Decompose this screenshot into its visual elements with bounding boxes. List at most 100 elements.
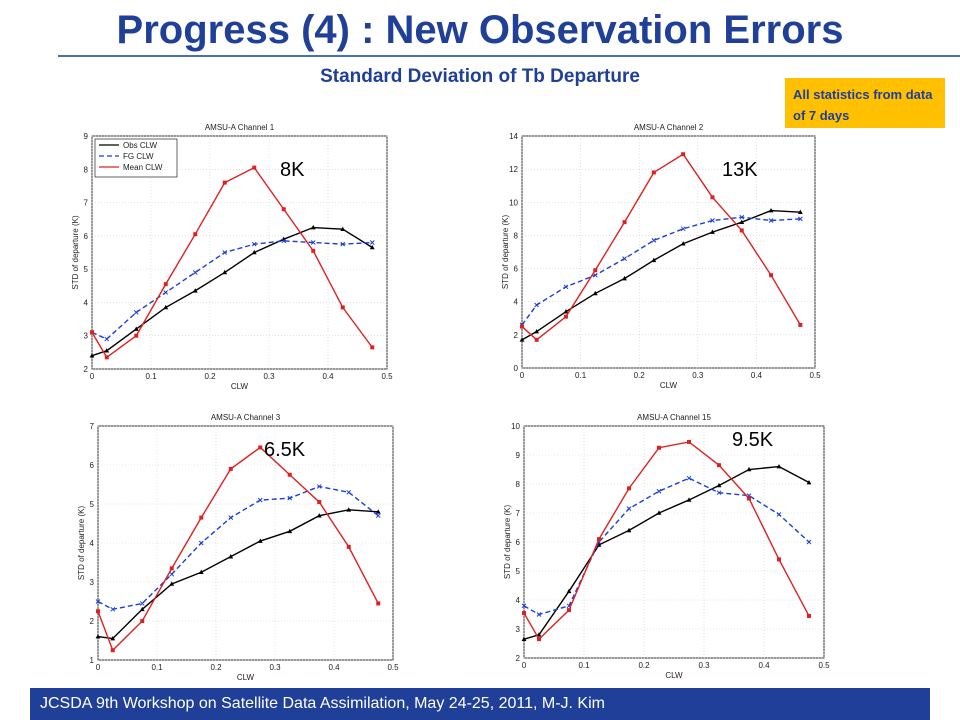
point-obs bbox=[806, 479, 812, 485]
point-fg bbox=[281, 238, 287, 244]
point-fg bbox=[251, 241, 257, 247]
footer-bar: JCSDA 9th Workshop on Satellite Data Ass… bbox=[30, 688, 930, 720]
x-axis-label: CLW bbox=[237, 673, 255, 682]
y-tick-label: 8 bbox=[514, 231, 519, 240]
y-tick-label: 5 bbox=[90, 500, 95, 509]
point-obs bbox=[521, 636, 527, 641]
x-tick-label: 0.5 bbox=[809, 371, 821, 380]
point-mean bbox=[199, 515, 204, 520]
point-obs bbox=[746, 466, 752, 472]
point-fg bbox=[768, 218, 774, 223]
point-mean bbox=[597, 537, 601, 542]
y-tick-label: 6 bbox=[90, 461, 95, 470]
point-fg bbox=[622, 256, 627, 261]
point-fg bbox=[592, 272, 598, 278]
series-line-fg bbox=[521, 216, 801, 326]
point-obs bbox=[104, 348, 110, 353]
point-fg bbox=[222, 250, 228, 255]
point-fg bbox=[375, 513, 381, 519]
y-tick-label: 2 bbox=[84, 365, 89, 374]
point-mean bbox=[739, 228, 744, 233]
point-obs bbox=[222, 269, 228, 275]
y-tick-label: 6 bbox=[516, 538, 521, 547]
y-axis-label: STD of departure (K) bbox=[503, 505, 512, 580]
point-mean bbox=[376, 601, 381, 606]
point-fg bbox=[110, 606, 116, 612]
point-mean bbox=[228, 466, 233, 471]
point-obs bbox=[198, 569, 204, 575]
chart-channel-1: 0 0.1 0.2 0.3 0.4 0.5 2 3 4 5 6 7 8 9 AMSU-A Channel 1… bbox=[71, 123, 393, 390]
point-fg bbox=[534, 302, 540, 308]
y-tick-label: 7 bbox=[84, 199, 89, 208]
point-obs bbox=[346, 507, 352, 512]
legend-label-mean: Mean CLW bbox=[123, 163, 163, 172]
x-tick-label: 0.3 bbox=[698, 661, 710, 670]
y-tick-label: 4 bbox=[514, 298, 519, 307]
y-tick-label: 7 bbox=[516, 509, 521, 518]
point-mean bbox=[340, 305, 345, 310]
y-tick-label: 1 bbox=[90, 656, 95, 665]
point-fg bbox=[163, 290, 169, 295]
point-obs bbox=[776, 464, 782, 469]
point-mean bbox=[96, 609, 100, 614]
y-tick-label: 9 bbox=[84, 132, 89, 141]
point-mean bbox=[622, 220, 627, 225]
point-mean bbox=[317, 500, 322, 505]
point-fg bbox=[716, 490, 722, 496]
point-fg bbox=[686, 475, 692, 481]
annotation-label: 6.5K bbox=[264, 439, 306, 461]
y-tick-label: 5 bbox=[84, 265, 89, 274]
point-obs bbox=[228, 554, 234, 559]
y-tick-label: 6 bbox=[84, 232, 89, 241]
point-obs bbox=[622, 275, 627, 281]
point-fg bbox=[797, 216, 803, 222]
y-tick-label: 8 bbox=[84, 165, 89, 174]
point-obs bbox=[251, 249, 257, 255]
point-obs bbox=[739, 219, 745, 224]
point-obs bbox=[566, 588, 572, 594]
point-fg bbox=[369, 240, 375, 245]
chart-channel-15: 0 0.1 0.2 0.3 0.4 0.5 2 3 4 5 6 7 8 9 10 AMSU-A Channel… bbox=[503, 413, 830, 680]
point-obs bbox=[592, 290, 598, 296]
x-tick-label: 0 bbox=[90, 372, 95, 381]
x-tick-label: 0.4 bbox=[751, 371, 763, 380]
annotation-label: 9.5K bbox=[732, 429, 774, 451]
point-mean bbox=[747, 496, 751, 501]
x-tick-label: 0.5 bbox=[387, 663, 399, 672]
point-mean bbox=[798, 322, 803, 327]
point-fg bbox=[626, 506, 632, 512]
chart-panel-channel-3: 0 0.1 0.2 0.3 0.4 0.5 1 2 3 4 5 6 7 AMSU-A Channel 3 C… bbox=[76, 408, 406, 682]
x-tick-label: 0.4 bbox=[322, 372, 334, 381]
point-obs bbox=[110, 635, 116, 641]
point-obs bbox=[95, 634, 101, 639]
point-obs bbox=[519, 337, 525, 342]
y-tick-label: 3 bbox=[90, 578, 95, 587]
point-obs bbox=[163, 304, 169, 310]
series-line-fg bbox=[523, 477, 810, 616]
point-mean bbox=[651, 170, 656, 175]
x-tick-label: 0.3 bbox=[263, 372, 275, 381]
point-mean bbox=[710, 195, 715, 200]
x-tick-label: 0 bbox=[522, 661, 527, 670]
point-fg bbox=[340, 241, 346, 247]
point-obs bbox=[139, 606, 145, 612]
x-tick-label: 0.3 bbox=[692, 371, 704, 380]
point-mean bbox=[281, 207, 286, 212]
point-obs bbox=[340, 226, 346, 231]
point-mean bbox=[522, 611, 526, 616]
y-tick-label: 7 bbox=[90, 422, 95, 431]
point-obs bbox=[89, 353, 95, 358]
point-fg bbox=[651, 238, 657, 243]
y-tick-label: 0 bbox=[514, 364, 519, 373]
point-obs bbox=[169, 581, 175, 586]
point-obs bbox=[563, 309, 569, 314]
y-tick-label: 3 bbox=[84, 332, 89, 341]
y-tick-label: 10 bbox=[511, 422, 520, 431]
point-mean bbox=[140, 619, 145, 623]
point-fg bbox=[346, 489, 352, 495]
point-fg bbox=[536, 612, 542, 617]
point-mean bbox=[769, 273, 774, 278]
x-tick-label: 0.1 bbox=[151, 663, 163, 672]
point-mean bbox=[593, 268, 598, 273]
x-axis-label: CLW bbox=[665, 671, 683, 680]
